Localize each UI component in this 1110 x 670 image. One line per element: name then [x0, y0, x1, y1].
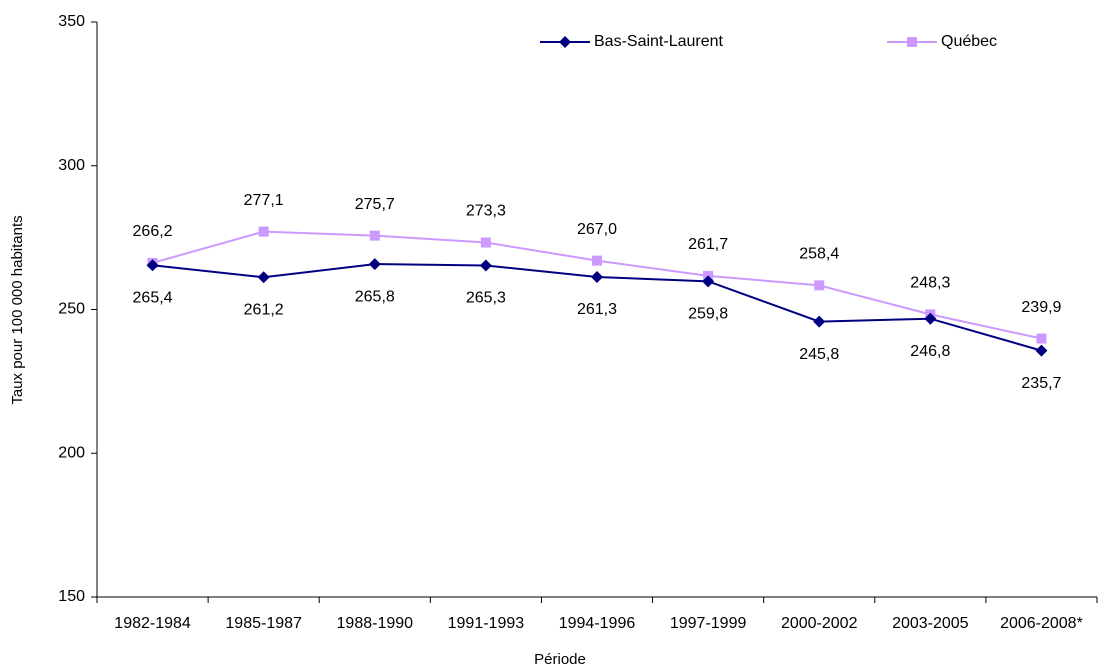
data-label: 235,7	[1021, 375, 1061, 392]
point	[924, 312, 937, 325]
data-label: 261,7	[688, 236, 728, 253]
point	[592, 255, 602, 266]
x-tick-label: 2003-2005	[892, 615, 969, 632]
point	[813, 315, 826, 328]
legend-label: Bas-Saint-Laurent	[594, 33, 724, 50]
point	[480, 237, 491, 248]
y-axis-title: Taux pour 100 000 habitants	[9, 215, 26, 404]
x-tick-label: 1991-1993	[448, 615, 525, 632]
data-label: 258,4	[799, 246, 839, 263]
point	[368, 258, 381, 271]
legend-marker	[907, 37, 917, 47]
legend-marker	[559, 36, 571, 48]
point	[591, 271, 603, 284]
point	[479, 259, 492, 272]
x-tick-label: 1988-1990	[337, 615, 414, 632]
point	[369, 230, 380, 241]
data-label: 277,1	[244, 192, 284, 209]
point	[146, 259, 159, 272]
point	[1035, 344, 1048, 357]
x-tick-label: 1985-1987	[225, 615, 302, 632]
x-tick-label: 1994-1996	[559, 615, 636, 632]
x-tick-label: 1982-1984	[114, 615, 191, 632]
series-line	[152, 230, 1042, 340]
point	[814, 280, 825, 291]
data-label: 265,3	[466, 290, 506, 307]
data-label: 248,3	[910, 275, 950, 292]
y-tick-label: 350	[58, 13, 85, 30]
data-label: 261,2	[244, 302, 284, 319]
x-tick-label: 2000-2002	[781, 615, 858, 632]
data-label: 266,2	[133, 223, 173, 240]
data-label: 246,8	[910, 343, 950, 360]
data-label: 273,3	[466, 203, 506, 220]
x-tick-label: 1997-1999	[670, 615, 747, 632]
point	[1036, 333, 1047, 344]
point	[258, 226, 269, 237]
y-tick-label: 250	[58, 301, 85, 318]
y-tick-label: 150	[58, 588, 85, 605]
point	[257, 271, 270, 284]
y-tick-label: 200	[58, 444, 85, 461]
data-label: 259,8	[688, 306, 728, 323]
data-label: 239,9	[1021, 299, 1061, 316]
y-tick-label: 300	[58, 157, 85, 174]
data-label: 267,0	[577, 221, 617, 238]
data-label: 265,4	[133, 289, 173, 306]
data-label: 261,3	[577, 301, 617, 318]
data-label: 245,8	[799, 346, 839, 363]
x-axis-title: Période	[534, 651, 586, 668]
data-label: 275,7	[355, 196, 395, 213]
legend-label: Québec	[941, 33, 997, 50]
data-label: 265,8	[355, 288, 395, 305]
point	[702, 275, 715, 288]
x-tick-label: 2006-2008*	[1000, 615, 1083, 632]
